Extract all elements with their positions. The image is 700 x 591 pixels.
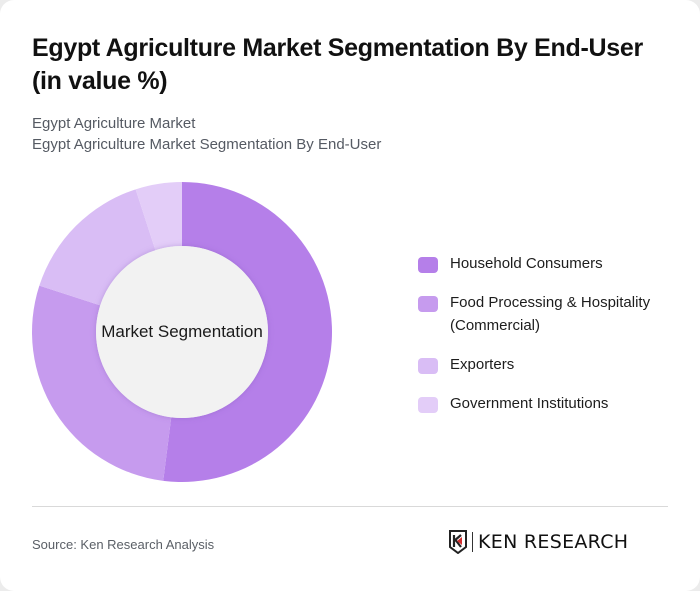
legend-swatch: [418, 296, 438, 312]
donut-segment-food-processing[interactable]: [32, 285, 172, 481]
breadcrumb: Egypt Agriculture Market Egypt Agricultu…: [32, 113, 381, 155]
ken-research-logo-icon: [449, 530, 467, 554]
legend-item-government: Government Institutions: [418, 392, 688, 415]
page-title: Egypt Agriculture Market Segmentation By…: [32, 34, 643, 95]
legend-label: Food Processing & Hospitality (Commercia…: [450, 294, 651, 334]
legend-swatch: [418, 257, 438, 273]
legend-item-food-processing: Food Processing & Hospitality (Commercia…: [418, 291, 688, 337]
donut-hole: [96, 246, 268, 418]
breadcrumb-market: Egypt Agriculture Market: [32, 115, 196, 132]
breadcrumb-segmentation: Egypt Agriculture Market Segmentation By…: [32, 136, 382, 153]
source-note: Source: Ken Research Analysis: [32, 537, 215, 552]
donut-segment-government[interactable]: [135, 182, 182, 251]
logo-separator: [472, 532, 473, 552]
legend-item-exporters: Exporters: [418, 353, 688, 376]
donut-segment-exporters[interactable]: [39, 189, 156, 306]
legend-label: Exporters: [450, 356, 515, 373]
ken-research-logo: KEN RESEARCH: [448, 530, 628, 554]
legend-item-household: Household Consumers: [418, 252, 688, 275]
chart-legend: Household Consumers Food Processing & Ho…: [418, 252, 688, 431]
donut-chart: [32, 182, 332, 482]
legend-label: Government Institutions: [450, 395, 609, 412]
footer-divider: [32, 506, 668, 507]
donut-segment-household[interactable]: [163, 182, 332, 482]
legend-label: Household Consumers: [450, 255, 603, 272]
legend-swatch: [418, 358, 438, 374]
logo-text: KEN RESEARCH: [478, 531, 629, 553]
legend-swatch: [418, 397, 438, 413]
